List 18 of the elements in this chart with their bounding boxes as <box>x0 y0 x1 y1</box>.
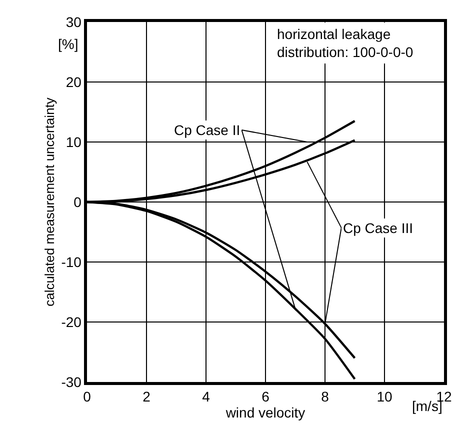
text: [%] <box>58 36 78 52</box>
y-axis-title: calculated measurement uncertainty <box>42 97 58 306</box>
annotation: Cp Case II <box>174 122 240 138</box>
y-tick-label: 30 <box>66 14 82 30</box>
y-tick-label: -30 <box>61 374 82 390</box>
y-tick-label: 20 <box>66 74 82 90</box>
y-tick-label: 0 <box>74 194 82 210</box>
y-tick-label: 10 <box>66 134 82 150</box>
y-tick-label: -20 <box>61 314 82 330</box>
x-axis-title: wind velocity <box>224 404 306 421</box>
y-tick-label: -10 <box>61 254 82 270</box>
annotation: Cp Case III <box>343 220 414 236</box>
annotation: horizontal leakage distribution: 100-0-0-0 <box>277 26 414 60</box>
x-tick-label: 6 <box>262 388 270 405</box>
x-tick-label: 4 <box>202 388 210 405</box>
x-tick-label: 8 <box>321 388 330 405</box>
x-tick-label: 2 <box>142 388 151 405</box>
x-tick-label: 10 <box>376 388 392 405</box>
